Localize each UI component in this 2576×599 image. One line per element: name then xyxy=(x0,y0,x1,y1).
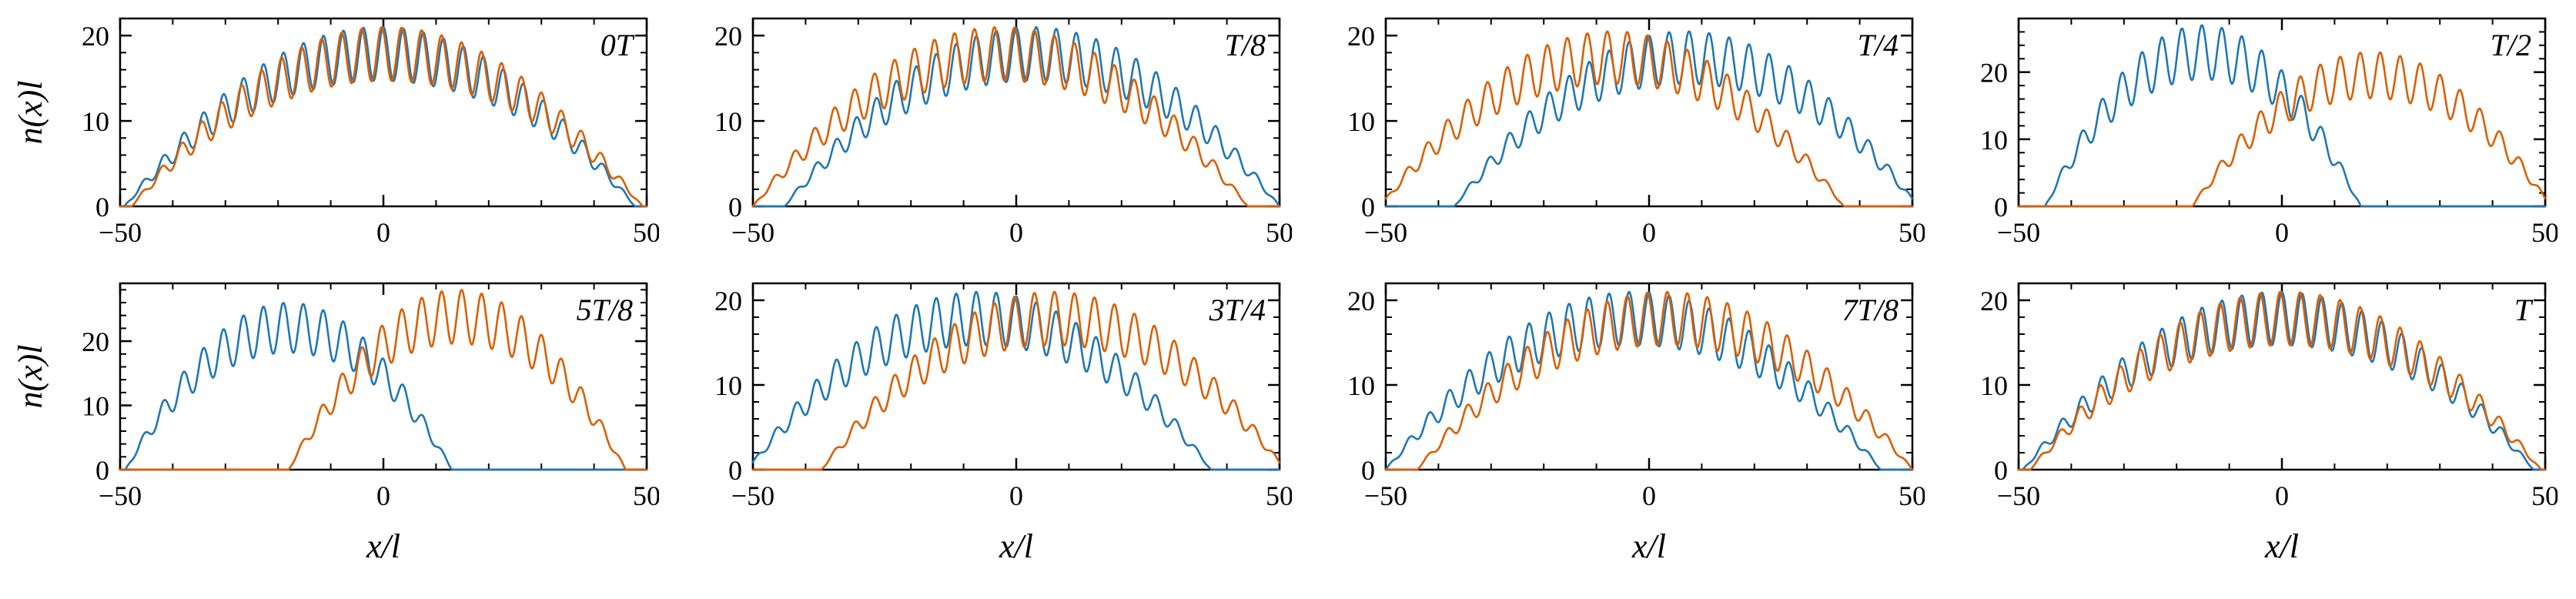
x-tick-label: 50 xyxy=(1266,480,1292,511)
y-tick-label: 0 xyxy=(95,455,109,486)
y-tick-label: 0 xyxy=(728,455,742,486)
blue-component-curve xyxy=(751,25,1280,208)
x-axis-label: x/l xyxy=(1631,527,1666,565)
panel-time-label: T/8 xyxy=(1225,28,1266,62)
axes-frame xyxy=(119,282,648,471)
y-tick-label: 20 xyxy=(1980,286,2008,316)
x-tick-label: 50 xyxy=(633,217,659,248)
y-axis-label: n(x)l xyxy=(12,344,49,408)
y-tick-label: 10 xyxy=(82,391,109,422)
panel-time-label: 3T/4 xyxy=(1209,293,1266,327)
x-tick-label: 0 xyxy=(1009,480,1023,511)
x-tick-label: 0 xyxy=(2275,480,2289,511)
y-tick-label: 10 xyxy=(82,106,109,137)
x-tick-label: 0 xyxy=(1642,217,1656,248)
orange-component-curve xyxy=(751,290,1280,471)
y-tick-label: 0 xyxy=(1994,455,2008,486)
y-tick-label: 0 xyxy=(1361,192,1375,223)
orange-component-curve xyxy=(119,289,647,471)
y-tick-label: 0 xyxy=(1994,192,2008,223)
panel-time-label: T/4 xyxy=(1858,28,1899,62)
blue-component-curve xyxy=(119,25,647,208)
y-tick-label: 10 xyxy=(1980,125,2008,156)
x-tick-label: −50 xyxy=(1997,217,2040,248)
blue-component-curve xyxy=(1384,30,1913,208)
orange-component-curve xyxy=(2017,290,2546,471)
x-tick-label: 0 xyxy=(376,217,390,248)
x-axis-label: x/l xyxy=(2264,527,2299,565)
x-tick-label: 50 xyxy=(1899,480,1925,511)
orange-component-curve xyxy=(751,26,1280,208)
blue-component-curve xyxy=(119,302,647,471)
y-tick-label: 10 xyxy=(714,106,742,137)
y-tick-label: 20 xyxy=(714,21,742,52)
y-tick-label: 10 xyxy=(1980,370,2008,401)
panel-time-label: T xyxy=(2514,293,2534,327)
blue-component-curve xyxy=(1384,290,1913,471)
y-tick-label: 0 xyxy=(95,192,109,223)
y-tick-label: 20 xyxy=(714,286,742,316)
blue-component-curve xyxy=(2017,290,2546,471)
orange-component-curve xyxy=(1384,290,1913,471)
y-tick-label: 20 xyxy=(1347,21,1375,52)
x-tick-label: 0 xyxy=(1009,217,1023,248)
y-tick-label: 20 xyxy=(1347,286,1375,316)
x-tick-label: 50 xyxy=(1899,217,1925,248)
axes-frame xyxy=(1384,282,1914,471)
x-tick-label: 0 xyxy=(1642,480,1656,511)
orange-component-curve xyxy=(2017,51,2546,208)
blue-component-curve xyxy=(2017,24,2546,208)
figure-grid: −50 0 50 0 10 20 0T n(x)l −50 0 50 0 10 20 T/8 −50 0 50 0 1… xyxy=(8,8,2576,577)
x-tick-label: 0 xyxy=(376,480,390,511)
y-axis-label: n(x)l xyxy=(12,80,49,144)
x-tick-label: −50 xyxy=(731,480,774,511)
x-tick-label: 50 xyxy=(633,480,659,511)
x-tick-label: 50 xyxy=(2531,480,2558,511)
y-tick-label: 20 xyxy=(82,21,109,52)
x-tick-label: 50 xyxy=(2531,217,2558,248)
y-tick-label: 0 xyxy=(1361,455,1375,486)
panel-time-label: 0T xyxy=(601,28,635,62)
y-tick-label: 0 xyxy=(728,192,742,223)
y-tick-label: 10 xyxy=(1347,370,1375,401)
panel-time-label: 7T/8 xyxy=(1842,293,1899,327)
y-tick-label: 20 xyxy=(1980,58,2008,89)
x-tick-label: −50 xyxy=(99,217,142,248)
panel-time-label: T/2 xyxy=(2491,28,2531,62)
panel-time-label: 5T/8 xyxy=(577,293,633,327)
x-tick-label: −50 xyxy=(731,217,774,248)
x-tick-label: −50 xyxy=(1364,217,1407,248)
x-tick-label: −50 xyxy=(1364,480,1407,511)
x-tick-label: 0 xyxy=(2275,217,2289,248)
orange-component-curve xyxy=(1384,30,1913,208)
x-axis-label: x/l xyxy=(999,527,1033,565)
y-tick-label: 20 xyxy=(82,326,109,357)
axes-frame xyxy=(2017,282,2547,471)
x-tick-label: −50 xyxy=(99,480,142,511)
y-tick-label: 10 xyxy=(1347,106,1375,137)
axes-frame xyxy=(119,17,648,208)
blue-component-curve xyxy=(751,290,1280,471)
x-axis-label: x/l xyxy=(366,527,400,565)
x-tick-label: 50 xyxy=(1266,217,1292,248)
orange-component-curve xyxy=(119,25,647,208)
y-tick-label: 10 xyxy=(714,370,742,401)
x-tick-label: −50 xyxy=(1997,480,2040,511)
